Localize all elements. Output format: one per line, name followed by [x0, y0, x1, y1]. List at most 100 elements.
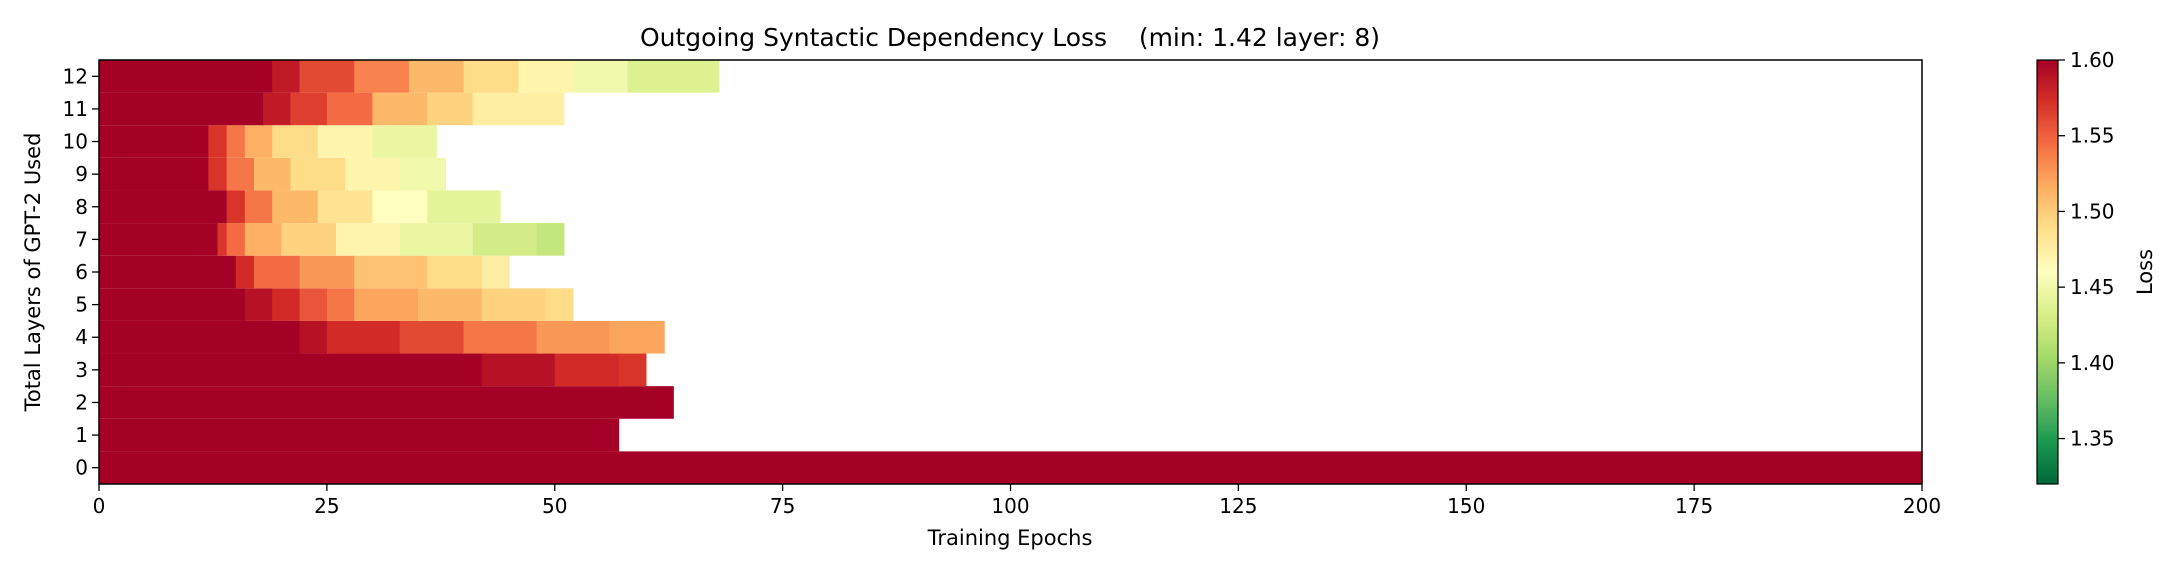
heatmap-cell: [281, 223, 337, 256]
y-axis-label: Total Layers of GPT-2 Used: [21, 133, 45, 413]
y-tick-label: 8: [75, 195, 88, 219]
chart-title: Outgoing Syntactic Dependency Loss (min:…: [640, 23, 1380, 52]
heatmap-cell: [572, 60, 629, 93]
heatmap-cell: [217, 223, 228, 256]
x-tick-label: 175: [1675, 494, 1713, 518]
heatmap-cell: [299, 255, 355, 289]
heatmap-cell: [99, 92, 264, 126]
heatmap-cell: [354, 255, 428, 289]
heatmap-cell: [345, 157, 401, 191]
heatmap-cell: [399, 223, 474, 256]
heatmap-cell: [536, 223, 565, 256]
heatmap-cell: [99, 125, 209, 158]
heatmap-cell: [418, 288, 483, 321]
heatmap-cell: [326, 288, 355, 321]
heatmap-cell: [627, 60, 720, 93]
y-tick-label: 5: [75, 293, 88, 317]
heatmap-cell: [463, 320, 538, 354]
heatmap-cell: [326, 320, 401, 354]
heatmap-cell: [226, 157, 255, 191]
heatmap-cell: [481, 288, 547, 321]
colorbar-label: Loss: [2133, 249, 2157, 295]
x-tick-label: 25: [314, 494, 339, 518]
heatmap-cell: [335, 223, 401, 256]
y-tick-label: 7: [75, 227, 88, 251]
heatmap-cell: [99, 190, 228, 224]
x-axis-ticks: 0 25 50 75 100 125 150 175 200: [93, 484, 1941, 518]
heatmap-cell: [609, 320, 665, 354]
heatmap-cell: [399, 157, 446, 191]
x-tick-label: 150: [1447, 494, 1485, 518]
heatmap-cell: [99, 157, 209, 191]
heatmap-cell: [326, 92, 374, 126]
heatmap-cell: [618, 353, 647, 387]
heatmap-cell: [290, 157, 346, 191]
heatmap-cell: [244, 288, 273, 321]
heatmap-cell: [372, 125, 437, 158]
heatmap-cell: [99, 353, 483, 387]
x-tick-label: 75: [770, 494, 795, 518]
heatmap-cell: [272, 60, 301, 93]
heatmap-cell: [299, 60, 355, 93]
heatmap-cell: [226, 223, 246, 256]
y-tick-label: 3: [75, 358, 88, 382]
heatmap-cell: [427, 255, 483, 289]
heatmap-cell: [372, 190, 428, 224]
heatmap-cell: [253, 255, 301, 289]
colorbar-tick-label: 1.45: [2070, 275, 2115, 299]
colorbar-tick-label: 1.60: [2070, 48, 2115, 72]
heatmap-cell: [545, 288, 574, 321]
heatmap-cell: [99, 288, 246, 321]
heatmap-cell: [463, 60, 519, 93]
heatmap-cell: [427, 92, 474, 126]
heatmap-cell: [99, 418, 620, 452]
y-tick-label: 9: [75, 162, 88, 186]
colorbar-tick-label: 1.50: [2070, 199, 2115, 223]
heatmap-cell: [372, 92, 428, 126]
colorbar-ticks: 1.35 1.40 1.45 1.50 1.55 1.60: [2058, 48, 2115, 451]
x-tick-label: 125: [1219, 494, 1257, 518]
y-tick-label: 12: [63, 64, 88, 88]
heatmap-cell: [472, 92, 565, 126]
heatmap-cell: [235, 255, 255, 289]
heatmap-cell: [354, 60, 410, 93]
heatmap-cell: [99, 255, 237, 289]
heatmap-cell: [408, 60, 465, 93]
heatmap-cell: [226, 125, 246, 158]
y-tick-label: 11: [63, 97, 88, 121]
x-tick-label: 50: [542, 494, 567, 518]
heatmap-cell: [99, 386, 674, 419]
heatmap-cell: [472, 223, 538, 256]
heatmap-cell: [99, 451, 1923, 484]
y-tick-label: 6: [75, 260, 88, 284]
heatmap-cell: [99, 60, 273, 93]
x-tick-label: 200: [1903, 494, 1941, 518]
heatmap-cell: [481, 353, 556, 387]
heatmap-cell: [272, 288, 301, 321]
heatmap-cell: [299, 320, 328, 354]
y-tick-label: 2: [75, 390, 88, 414]
heatmap-cell: [253, 157, 292, 191]
y-tick-label: 0: [75, 456, 88, 480]
heatmap-cell: [208, 125, 228, 158]
colorbar-tick-label: 1.35: [2070, 427, 2115, 451]
heatmap-cell: [290, 92, 328, 126]
y-tick-label: 10: [63, 130, 88, 154]
heatmap-cell: [427, 190, 501, 224]
x-axis-label: Training Epochs: [927, 526, 1093, 550]
heatmap-cell: [226, 190, 246, 224]
colorbar-tick-label: 1.40: [2070, 351, 2115, 375]
heatmap-cell: [244, 125, 273, 158]
heatmap-cell: [99, 320, 301, 354]
heatmap-cell: [354, 288, 419, 321]
heatmap-cell: [518, 60, 574, 93]
heatmap-cell: [208, 157, 228, 191]
heatmap-cell: [481, 255, 510, 289]
colorbar: [2036, 59, 2059, 485]
heatmap-cell: [536, 320, 611, 354]
heatmap-cell: [263, 92, 292, 126]
heatmap-cell: [317, 190, 374, 224]
heatmap-cell: [554, 353, 620, 387]
